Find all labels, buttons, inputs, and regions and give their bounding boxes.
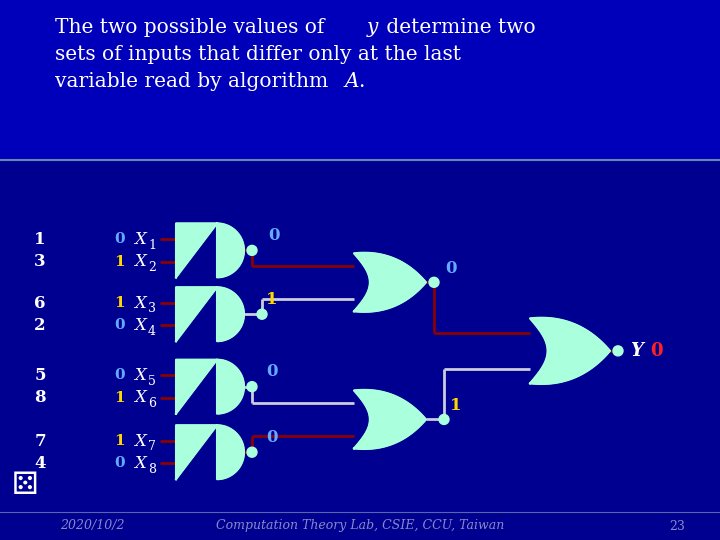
- Text: sets of inputs that differ only at the last: sets of inputs that differ only at the l…: [55, 45, 461, 64]
- Text: X: X: [134, 317, 146, 334]
- Text: 1: 1: [114, 254, 125, 268]
- Text: X: X: [134, 294, 146, 312]
- Text: A: A: [345, 72, 359, 91]
- Text: X: X: [134, 367, 146, 384]
- Text: .: .: [358, 72, 364, 91]
- Text: 0: 0: [266, 363, 278, 380]
- Polygon shape: [176, 224, 244, 278]
- Text: 1: 1: [148, 239, 156, 252]
- Text: 0: 0: [114, 368, 125, 382]
- Text: X: X: [134, 455, 146, 472]
- Circle shape: [257, 309, 267, 319]
- Text: 0: 0: [269, 227, 280, 244]
- Polygon shape: [354, 390, 426, 449]
- Text: 1: 1: [266, 291, 278, 308]
- Text: 5: 5: [148, 375, 156, 388]
- Text: 7: 7: [34, 433, 46, 449]
- Text: The two possible values of: The two possible values of: [55, 18, 330, 37]
- Text: 8: 8: [148, 463, 156, 476]
- Text: 0: 0: [114, 456, 125, 470]
- Text: 1: 1: [114, 296, 125, 310]
- Text: 1: 1: [35, 231, 46, 248]
- Text: X: X: [134, 231, 146, 248]
- Text: variable read by algorithm: variable read by algorithm: [55, 72, 335, 91]
- Text: X: X: [134, 253, 146, 270]
- Text: y: y: [367, 18, 379, 37]
- Polygon shape: [176, 360, 244, 414]
- Circle shape: [247, 245, 257, 255]
- Polygon shape: [530, 318, 610, 384]
- Circle shape: [613, 346, 623, 356]
- Text: 8: 8: [34, 389, 46, 407]
- Text: ⚄: ⚄: [12, 470, 38, 500]
- Text: 23: 23: [669, 519, 685, 532]
- Text: 2020/10/2: 2020/10/2: [60, 519, 125, 532]
- Polygon shape: [354, 253, 426, 312]
- Text: X: X: [134, 389, 146, 407]
- Text: 7: 7: [148, 441, 156, 454]
- Text: 0: 0: [445, 260, 456, 277]
- Polygon shape: [176, 425, 244, 479]
- Text: 1: 1: [114, 434, 125, 448]
- Circle shape: [247, 382, 257, 392]
- Text: 4: 4: [148, 325, 156, 338]
- Text: 6: 6: [148, 397, 156, 410]
- Circle shape: [439, 414, 449, 424]
- Text: 0: 0: [114, 319, 125, 333]
- Text: Computation Theory Lab, CSIE, CCU, Taiwan: Computation Theory Lab, CSIE, CCU, Taiwa…: [216, 519, 504, 532]
- Text: 1: 1: [114, 391, 125, 405]
- Circle shape: [247, 447, 257, 457]
- Text: 0: 0: [266, 429, 278, 446]
- Polygon shape: [176, 287, 244, 341]
- Text: 5: 5: [35, 367, 46, 384]
- Text: 0: 0: [114, 232, 125, 246]
- Text: 4: 4: [35, 455, 46, 472]
- Text: 2: 2: [148, 261, 156, 274]
- Bar: [0, 0, 720, 160]
- Text: 1: 1: [450, 397, 462, 414]
- Text: determine two: determine two: [380, 18, 536, 37]
- Text: Y: Y: [630, 342, 643, 360]
- Text: 3: 3: [148, 302, 156, 315]
- Text: 0: 0: [650, 342, 662, 360]
- Circle shape: [429, 278, 439, 287]
- Text: 3: 3: [34, 253, 46, 270]
- Text: X: X: [134, 433, 146, 449]
- Text: 6: 6: [35, 294, 46, 312]
- Text: 2: 2: [34, 317, 46, 334]
